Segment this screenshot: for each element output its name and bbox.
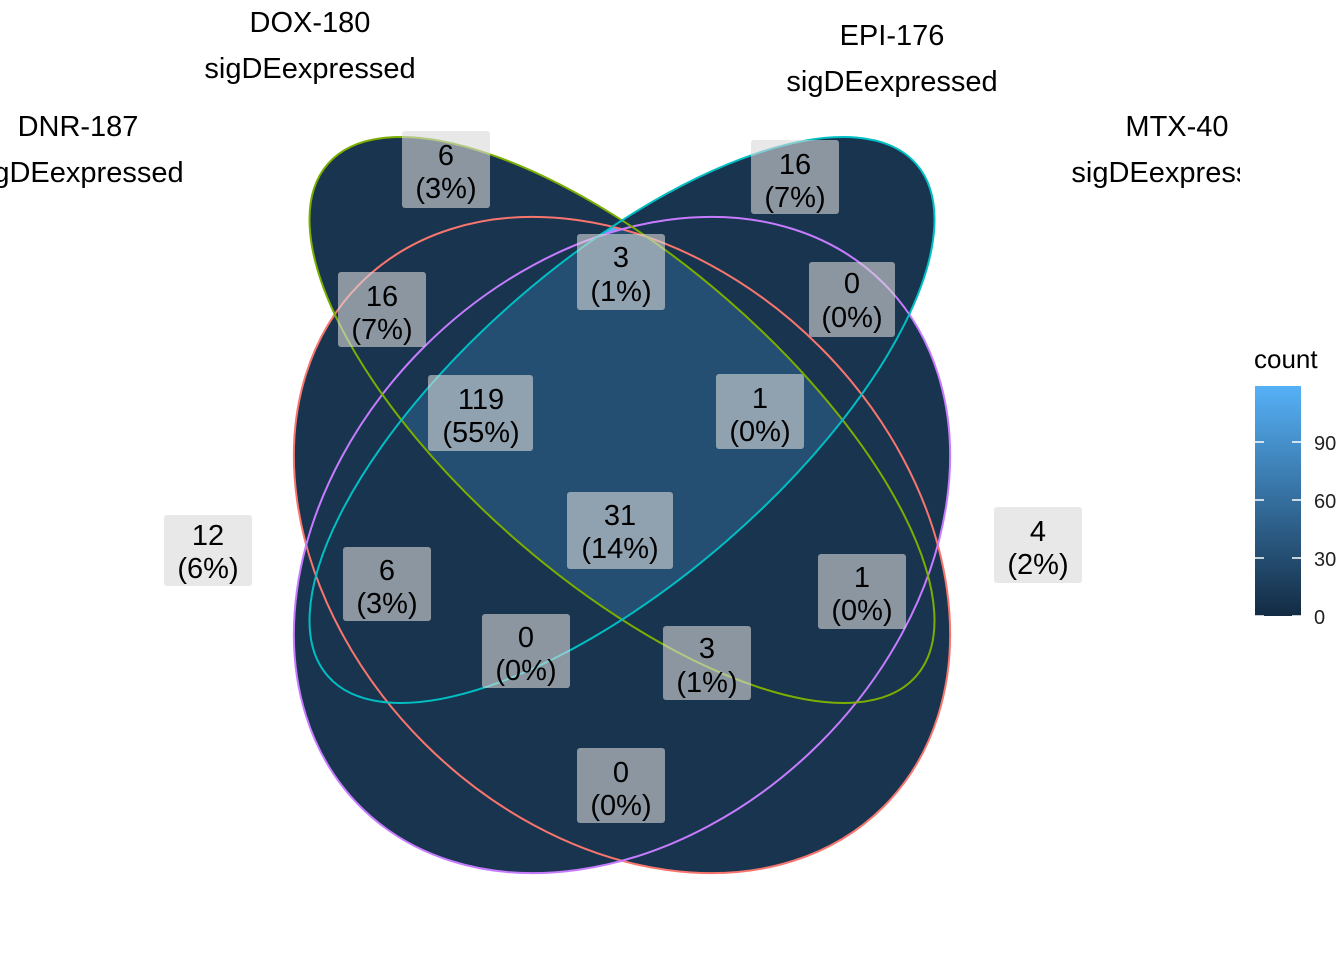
region-label-dnr-dox-epi: 119 (55%) <box>428 375 533 451</box>
svg-text:119: 119 <box>458 384 504 416</box>
svg-text:16: 16 <box>779 149 811 181</box>
set-label-mtx-name: MTX-40 <box>1125 111 1228 143</box>
region-label-mtx-only: 4 (2%) <box>994 507 1082 583</box>
set-label-mtx-sub: sigDEexpressed <box>1071 157 1282 189</box>
set-label-dnr-sub: sigDEexpressed <box>0 157 184 189</box>
svg-text:0: 0 <box>613 757 629 789</box>
region-label-dnr-epi-mtx: 0 (0%) <box>482 614 570 688</box>
svg-text:(0%): (0%) <box>821 302 882 334</box>
svg-text:(55%): (55%) <box>442 417 519 449</box>
svg-text:6: 6 <box>379 555 395 587</box>
svg-text:(0%): (0%) <box>495 655 556 687</box>
svg-text:(0%): (0%) <box>729 416 790 448</box>
svg-text:(14%): (14%) <box>581 533 658 565</box>
region-labels: 12 (6%) 6 (3%) 16 (7%) 4 (2%) 16 (7%) 3 … <box>164 131 1082 823</box>
region-label-all-four: 31 (14%) <box>567 492 673 569</box>
region-label-dnr-dox-mtx: 3 (1%) <box>663 626 751 700</box>
svg-text:(1%): (1%) <box>676 667 737 699</box>
outline-epi <box>308 136 936 704</box>
region-label-epi-mtx: 0 (0%) <box>809 262 895 337</box>
region-label-dnr-mtx: 0 (0%) <box>577 748 665 823</box>
set-label-dox-name: DOX-180 <box>250 7 371 39</box>
svg-text:1: 1 <box>752 383 768 415</box>
svg-text:3: 3 <box>613 242 629 274</box>
legend-tick-30: 30 <box>1314 549 1336 571</box>
legend-title: count <box>1254 344 1318 374</box>
svg-text:0: 0 <box>844 268 860 300</box>
region-label-dox-only: 6 (3%) <box>402 131 490 208</box>
svg-text:6: 6 <box>438 140 454 172</box>
set-label-dox-sub: sigDEexpressed <box>204 53 415 85</box>
svg-text:(0%): (0%) <box>831 595 892 627</box>
svg-text:3: 3 <box>699 633 715 665</box>
svg-text:16: 16 <box>366 281 398 313</box>
legend-tick-60: 60 <box>1314 491 1336 513</box>
svg-text:(6%): (6%) <box>177 553 238 585</box>
region-label-epi-only: 16 (7%) <box>751 140 839 214</box>
svg-text:(3%): (3%) <box>415 173 476 205</box>
region-label-dnr-dox: 16 (7%) <box>338 272 426 347</box>
region-label-dox-mtx: 1 (0%) <box>818 554 906 629</box>
region-label-dox-epi: 3 (1%) <box>577 234 665 310</box>
set-label-dnr-name: DNR-187 <box>18 111 139 143</box>
svg-text:1: 1 <box>854 562 870 594</box>
svg-text:(0%): (0%) <box>590 790 651 822</box>
svg-text:(2%): (2%) <box>1007 549 1068 581</box>
svg-text:(3%): (3%) <box>356 588 417 620</box>
legend-tick-90: 90 <box>1314 433 1336 455</box>
set-labels: DNR-187 sigDEexpressed DOX-180 sigDEexpr… <box>0 7 1282 189</box>
legend-colorbar <box>1255 386 1301 616</box>
region-label-dnr-only: 12 (6%) <box>164 515 252 586</box>
svg-text:12: 12 <box>192 520 224 552</box>
svg-text:4: 4 <box>1030 516 1046 548</box>
set-label-epi-sub: sigDEexpressed <box>786 66 997 98</box>
outline-dox <box>308 136 936 704</box>
svg-text:(7%): (7%) <box>351 314 412 346</box>
region-label-dnr-epi: 6 (3%) <box>343 547 431 621</box>
legend: count 0 30 60 90 <box>1254 344 1336 629</box>
legend-ticks <box>1255 441 1301 617</box>
legend-tick-0: 0 <box>1314 607 1325 629</box>
svg-text:(7%): (7%) <box>764 182 825 214</box>
svg-text:0: 0 <box>518 622 534 654</box>
region-label-dox-epi-mtx: 1 (0%) <box>716 374 804 449</box>
svg-text:(1%): (1%) <box>590 276 651 308</box>
set-label-epi-name: EPI-176 <box>840 20 945 52</box>
svg-text:31: 31 <box>604 500 636 532</box>
